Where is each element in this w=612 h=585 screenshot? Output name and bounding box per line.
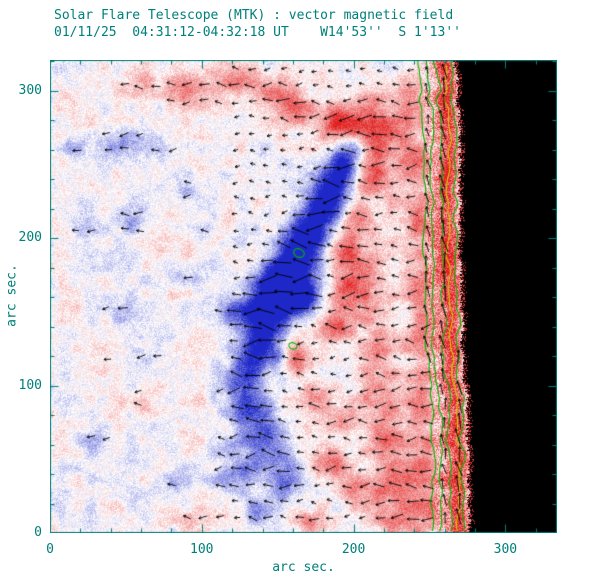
y-tick-label: 300 xyxy=(18,82,42,98)
x-axis-label: arc sec. xyxy=(272,560,335,575)
magnetogram-canvas xyxy=(50,60,557,533)
plot-title: Solar Flare Telescope (MTK) : vector mag… xyxy=(54,8,454,23)
y-tick-label: 0 xyxy=(34,525,42,540)
x-tick-label: 300 xyxy=(493,542,518,557)
x-tick-label: 100 xyxy=(190,542,214,557)
y-tick-label: 200 xyxy=(18,230,42,246)
x-tick-label: 0 xyxy=(46,542,54,557)
y-tick-label: 100 xyxy=(18,377,42,393)
y-axis-label: arc sec. xyxy=(4,264,20,327)
plot-subtitle: 01/11/25 04:31:12-04:32:18 UT W14'53'' S… xyxy=(54,25,461,40)
x-tick-label: 200 xyxy=(341,542,366,557)
